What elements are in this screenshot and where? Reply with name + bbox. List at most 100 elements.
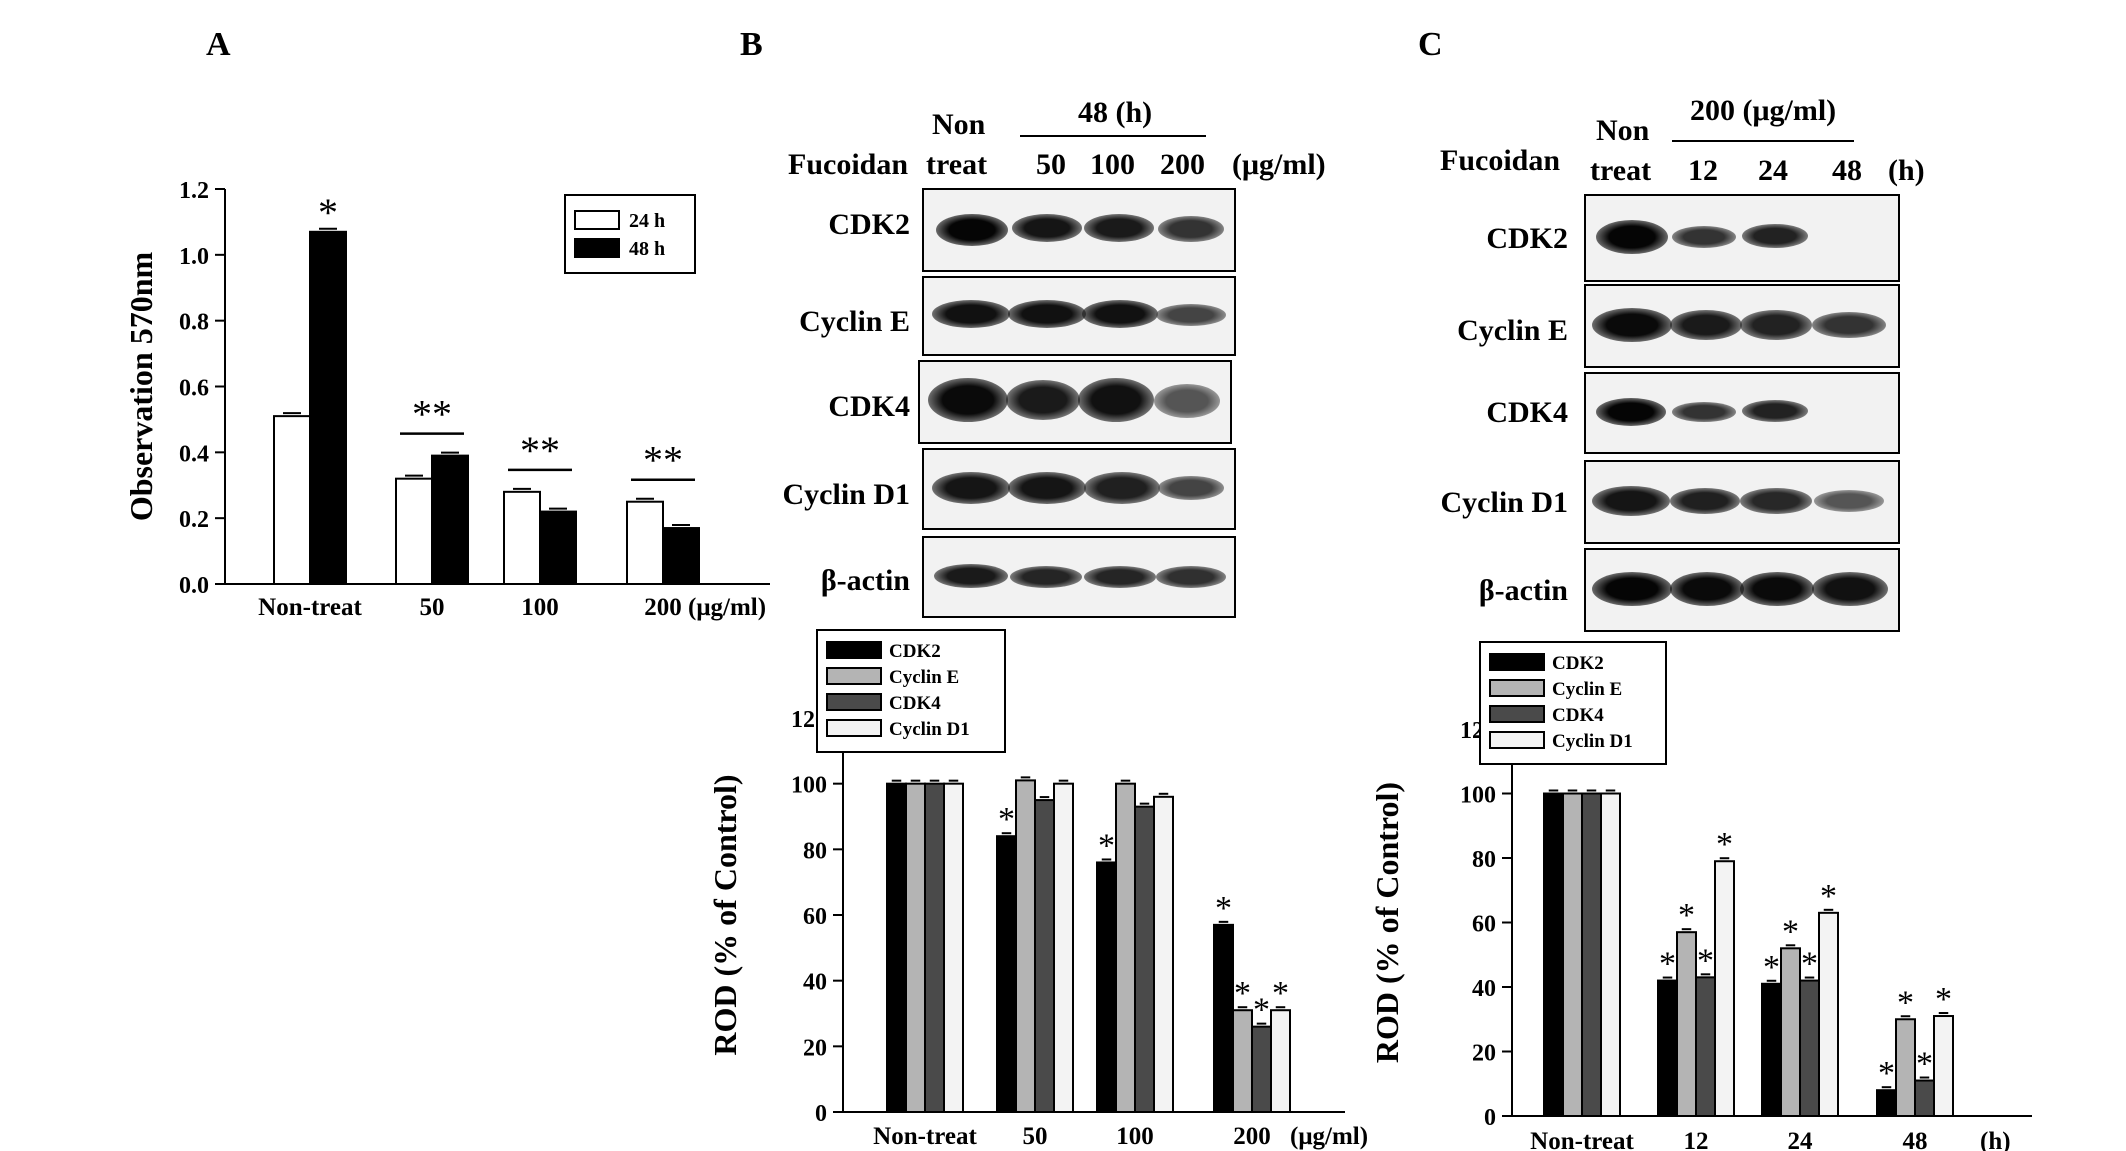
chart-a-ytick-label: 0.0 [179, 573, 209, 599]
chart-a-category-label: 100 [521, 594, 559, 621]
band [1084, 214, 1154, 242]
b-blot-cyclin-d1 [922, 448, 1236, 530]
band [934, 564, 1008, 588]
band [1812, 312, 1886, 338]
chart-b-legend-label: CDK2 [889, 641, 941, 662]
band [1812, 572, 1888, 606]
chart-c-legend-label: Cyclin D1 [1552, 731, 1633, 752]
chart-b-ytick-label: 60 [803, 904, 827, 930]
b-blot-cdk4 [918, 360, 1232, 444]
chart-a-category-label: 50 [420, 594, 445, 621]
band [1008, 300, 1086, 328]
chart-b-legend-swatch [826, 693, 882, 711]
chart-a-y-axis-label: Observation 570nm [123, 251, 159, 521]
chart-b-bar [886, 782, 907, 1114]
chart-b-ytick-label: 40 [803, 970, 827, 996]
band [1082, 300, 1158, 328]
chart-c-bar [1676, 931, 1697, 1117]
c-time-unit: (h) [1888, 154, 1925, 187]
chart-a-ytick-label: 1.0 [179, 244, 209, 270]
panel-c-letter: C [1418, 26, 1443, 63]
chart-b-bar [943, 782, 964, 1114]
chart-a-bar [662, 527, 700, 586]
c-time-48: 48 [1832, 154, 1862, 187]
chart-b-legend-swatch [826, 641, 882, 659]
band [1672, 226, 1736, 248]
band [1154, 384, 1220, 418]
chart-c-ytick-label: 100 [1460, 783, 1496, 809]
chart-c-significance-star: * [1716, 826, 1733, 863]
chart-a-ytick-label: 0.6 [179, 376, 209, 402]
chart-b-bar [1134, 805, 1155, 1114]
chart-a-significance-star: * [318, 190, 338, 235]
chart-b-bar [1251, 1025, 1272, 1113]
band [1670, 310, 1742, 340]
chart-c-legend-label: CDK2 [1552, 653, 1604, 674]
chart-b-bar [1153, 795, 1174, 1113]
chart-a-ytick-label: 0.8 [179, 310, 209, 336]
chart-c-category-label: 48 [1903, 1128, 1928, 1151]
chart-b-significance-star: * [998, 801, 1015, 838]
chart-c-ytick-label: 0 [1484, 1105, 1496, 1131]
band [1596, 220, 1668, 254]
chart-c-legend-swatch [1489, 731, 1545, 749]
b-fucoidan-label: Fucoidan [788, 148, 909, 181]
c-blot-cyclin-d1 [1584, 460, 1900, 544]
b-blot-cyclin-e [922, 276, 1236, 356]
chart-a-bar [539, 510, 577, 586]
b-blot-label-cyclin-e: Cyclin E [799, 305, 910, 338]
band [1084, 472, 1160, 504]
chart-c-significance-star: * [1878, 1055, 1895, 1092]
b-dose-100: 100 [1090, 148, 1135, 181]
chart-c-bar [1562, 792, 1583, 1117]
chart-b-bar [1213, 923, 1234, 1113]
b-blot-cdk2 [922, 188, 1236, 272]
band [1592, 486, 1670, 516]
chart-a-bar [626, 500, 664, 586]
band [1012, 214, 1082, 242]
chart-a-ytick-label: 1.2 [179, 178, 209, 204]
chart-a-bar [273, 415, 311, 585]
band [1670, 488, 1740, 514]
panel-b-letter: B [740, 26, 763, 63]
chart-a-category-label: Non-treat [258, 594, 362, 621]
chart-b-bar [996, 835, 1017, 1113]
c-blot-cdk2 [1584, 194, 1900, 282]
chart-b-category-label: 200 [1233, 1123, 1271, 1150]
chart-b-ytick-label: 100 [791, 773, 827, 799]
b-blot-label-cyclin-d1: Cyclin D1 [782, 478, 911, 511]
band [1592, 572, 1672, 606]
chart-a-bar [309, 230, 347, 586]
chart-c-bar [1714, 860, 1735, 1117]
c-fucoidan-label: Fucoidan [1440, 144, 1561, 177]
b-blot-label-beta-actin: β-actin [820, 564, 910, 597]
b-blot-label-cdk4: CDK4 [828, 390, 910, 423]
c-blot-label-beta-actin: β-actin [1478, 574, 1568, 607]
band [1672, 402, 1736, 422]
c-dose-group-label: 200 (μg/ml) [1690, 94, 1837, 127]
b-dose-unit: (μg/ml) [1232, 148, 1326, 181]
band [1084, 566, 1156, 588]
band [1740, 488, 1812, 514]
chart-c-bar [1914, 1079, 1935, 1118]
chart-c-category-label: 12 [1684, 1128, 1709, 1151]
band [1596, 398, 1666, 426]
chart-a-category-label: 200 [644, 594, 682, 621]
band [932, 300, 1010, 328]
c-time-12: 12 [1688, 154, 1718, 187]
chart-a-bar [395, 477, 433, 585]
chart-c-significance-star: * [1935, 981, 1952, 1018]
c-treat-label: treat [1590, 154, 1652, 187]
chart-b-significance-star: * [1215, 890, 1232, 927]
chart-a-significance-star: ** [520, 428, 560, 473]
chart-c-legend-label: Cyclin E [1552, 679, 1622, 700]
band [1158, 216, 1224, 242]
chart-c-bar [1543, 792, 1564, 1117]
band [1156, 304, 1226, 326]
band [1010, 566, 1082, 588]
chart-c-category-label: Non-treat [1530, 1128, 1634, 1151]
c-blot-label-cdk4: CDK4 [1486, 396, 1568, 429]
c-blot-cdk4 [1584, 372, 1900, 454]
band [1814, 490, 1884, 512]
